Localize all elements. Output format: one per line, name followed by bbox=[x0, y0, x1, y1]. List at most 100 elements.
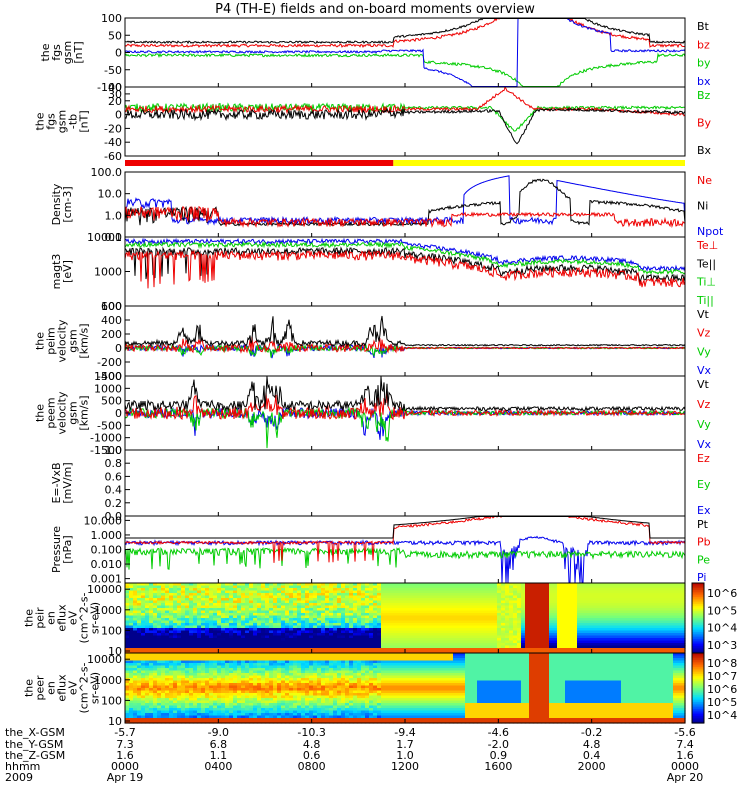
spectrogram-cell bbox=[373, 638, 378, 642]
spectrogram-cell bbox=[245, 585, 250, 589]
y-label-line: the bbox=[34, 112, 47, 130]
spectrogram-cell bbox=[373, 598, 378, 602]
spectrogram-cell bbox=[653, 595, 658, 599]
spectrogram-cell bbox=[229, 655, 234, 659]
spectrogram-cell bbox=[393, 630, 398, 634]
spectrogram-cell bbox=[625, 643, 630, 647]
spectrogram-cell bbox=[553, 590, 558, 594]
spectrogram-cell bbox=[557, 583, 562, 587]
spectrogram-cell bbox=[433, 650, 438, 654]
spectrogram-cell bbox=[641, 608, 646, 612]
spectrogram-cell bbox=[229, 615, 234, 619]
spectrogram-cell bbox=[125, 668, 130, 672]
spectrogram-cell bbox=[533, 600, 538, 604]
spectrogram-cell bbox=[269, 610, 274, 614]
spectrogram-cell bbox=[577, 628, 582, 632]
spectrogram-cell bbox=[197, 635, 202, 639]
spectrogram-cell bbox=[241, 608, 246, 612]
y-tick-label: 0.0 bbox=[105, 510, 123, 523]
spectrogram-cell bbox=[317, 625, 322, 629]
spectrogram-cell bbox=[153, 640, 158, 644]
spectrogram-cell bbox=[653, 645, 658, 649]
spectrogram-cell bbox=[565, 600, 570, 604]
spectrogram-cell bbox=[337, 583, 342, 587]
spectrogram-cell bbox=[581, 645, 586, 649]
spectrogram-cell bbox=[477, 585, 482, 589]
spectrogram-cell bbox=[225, 703, 230, 707]
spectrogram-cell bbox=[533, 648, 538, 652]
spectrogram-cell bbox=[629, 650, 634, 654]
spectrogram-cell bbox=[161, 655, 166, 659]
spectrogram-cell bbox=[149, 638, 154, 642]
spectrogram-cell bbox=[305, 593, 310, 597]
spectrogram-cell bbox=[217, 635, 222, 639]
spectrogram-cell bbox=[245, 618, 250, 622]
spectrogram-cell bbox=[489, 640, 494, 644]
spectrogram-cell bbox=[549, 608, 554, 612]
spectrogram-cell bbox=[613, 618, 618, 622]
spectrogram-cell bbox=[497, 620, 502, 624]
spectrogram-cell bbox=[465, 628, 470, 632]
spectrogram-cell bbox=[205, 625, 210, 629]
spectrogram-cell bbox=[413, 638, 418, 642]
spectrogram-cell bbox=[153, 700, 158, 704]
spectrogram-cell bbox=[441, 618, 446, 622]
spectrogram-cell bbox=[633, 613, 638, 617]
spectrogram-cell bbox=[405, 638, 410, 642]
spectrogram-cell bbox=[197, 583, 202, 587]
spectrogram-cell bbox=[601, 593, 606, 597]
spectrogram-cell bbox=[297, 585, 302, 589]
spectrogram-cell bbox=[369, 605, 374, 609]
spectrogram-cell bbox=[125, 610, 130, 614]
spectrogram-cell bbox=[181, 588, 186, 592]
spectrogram-cell bbox=[197, 625, 202, 629]
spectrogram-cell bbox=[169, 608, 174, 612]
spectrogram-cell bbox=[177, 650, 182, 654]
spectrogram-cell bbox=[357, 620, 362, 624]
spectrogram-cell bbox=[225, 645, 230, 649]
spectrogram-cell bbox=[573, 598, 578, 602]
spectrogram-cell bbox=[545, 620, 550, 624]
spectrogram-cell bbox=[417, 633, 422, 637]
spectrogram-cell bbox=[289, 595, 294, 599]
spectrogram-cell bbox=[681, 630, 686, 634]
spectrogram-cell bbox=[285, 595, 290, 599]
spectrogram-cell bbox=[469, 630, 474, 634]
spectrogram-cell bbox=[625, 583, 630, 587]
spectrogram-cell bbox=[397, 625, 402, 629]
y-label-pressure: Pressure[nPa] bbox=[50, 526, 74, 573]
spectrogram-cell bbox=[277, 618, 282, 622]
spectrogram-cell bbox=[209, 698, 214, 702]
spectrogram-cell bbox=[549, 620, 554, 624]
spectrogram-cell bbox=[457, 628, 462, 632]
spectrogram-cell bbox=[633, 583, 638, 587]
spectrogram-cell bbox=[653, 635, 658, 639]
panel-frame bbox=[124, 171, 686, 238]
spectrogram-cell bbox=[141, 593, 146, 597]
spectrogram-cell bbox=[173, 600, 178, 604]
spectrogram-cell bbox=[433, 628, 438, 632]
spectrogram-cell bbox=[309, 595, 314, 599]
spectrogram-cell bbox=[129, 720, 134, 724]
spectrogram-cell bbox=[393, 625, 398, 629]
spectrogram-cell bbox=[177, 680, 182, 684]
spectrogram-cell bbox=[661, 605, 666, 609]
spectrogram-cell bbox=[169, 683, 174, 687]
spectrogram-cell bbox=[157, 650, 162, 654]
spectrogram-cell bbox=[521, 638, 526, 642]
spectrogram-cell bbox=[453, 628, 458, 632]
spectrogram-cell bbox=[261, 610, 266, 614]
spectrogram-cell bbox=[269, 583, 274, 587]
spectrogram-cell bbox=[553, 625, 558, 629]
spectrogram-cell bbox=[237, 585, 242, 589]
spectrogram-cell bbox=[621, 600, 626, 604]
spectrogram-cell bbox=[301, 610, 306, 614]
spectrogram-cell bbox=[229, 605, 234, 609]
spectrogram-cell bbox=[177, 703, 182, 707]
spectrogram-cell bbox=[397, 595, 402, 599]
spectrogram-cell bbox=[201, 643, 206, 647]
spectrogram-cell bbox=[517, 625, 522, 629]
spectrogram-cell bbox=[637, 610, 642, 614]
spectrogram-cell bbox=[221, 610, 226, 614]
